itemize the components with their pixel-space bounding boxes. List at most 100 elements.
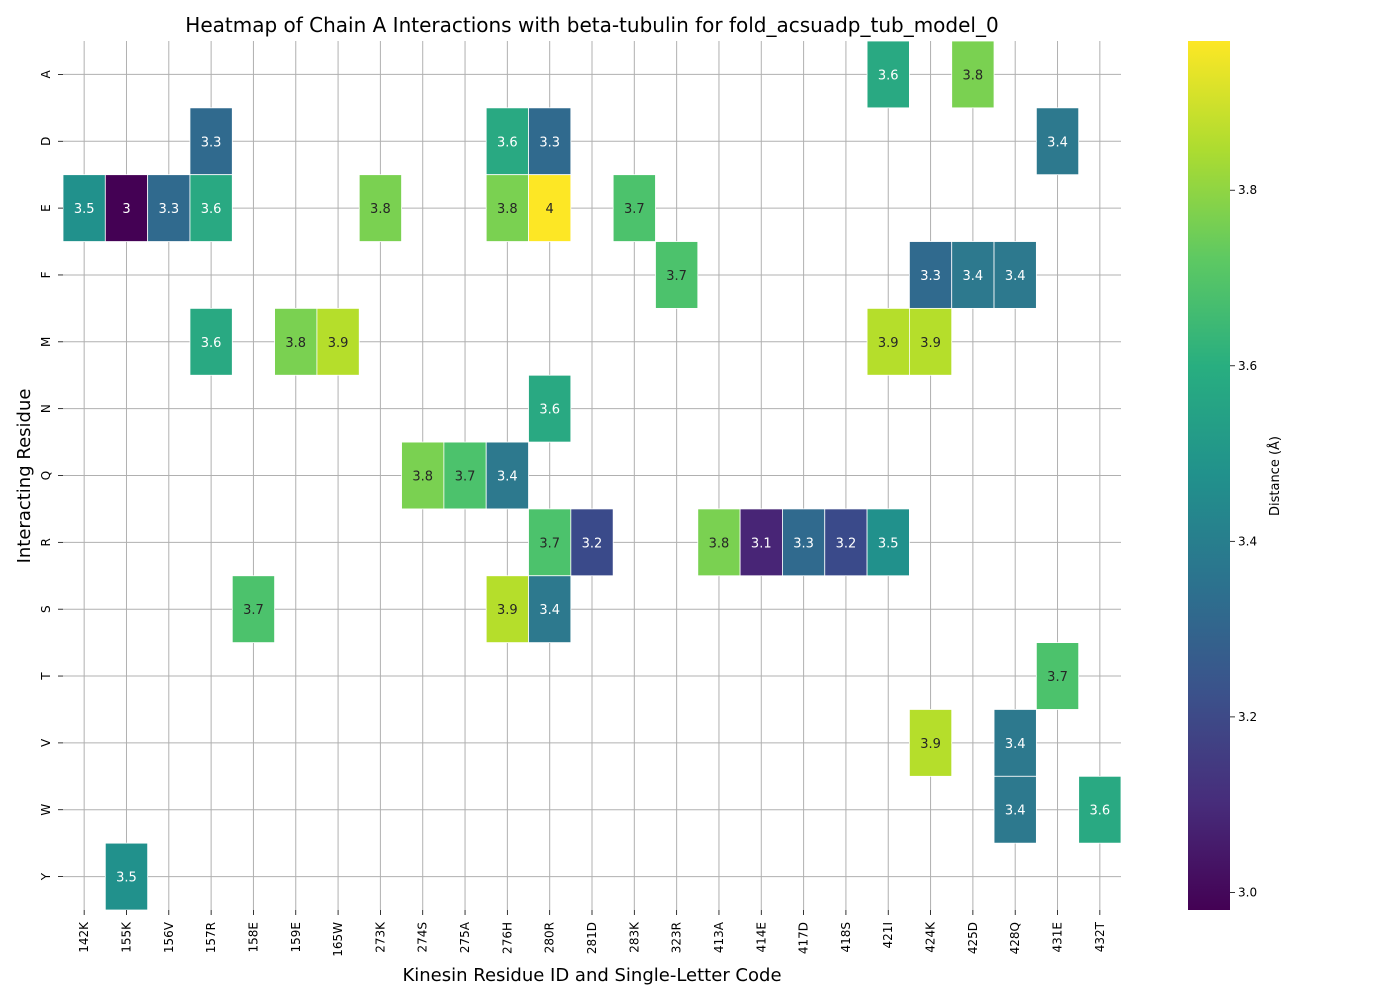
heatmap-cell-T-431E <box>1035 642 1080 710</box>
heatmap-cell-A-421I <box>866 40 910 109</box>
y-tick-label: E <box>39 204 53 212</box>
x-tick-label: 421I <box>881 922 895 948</box>
heatmap-cells <box>62 40 1122 911</box>
cell-value-label: 3.6 <box>201 336 222 351</box>
cell-value-label: 3.9 <box>920 737 941 752</box>
x-tick-label: 425D <box>966 922 980 954</box>
cell-value-label: 3.3 <box>201 135 222 150</box>
x-tick-label: 281D <box>585 922 599 954</box>
y-tick-label: V <box>39 738 53 747</box>
heatmap-cell-D-431E <box>1035 107 1080 176</box>
cell-value-label: 3.7 <box>455 470 476 485</box>
y-tick-label: T <box>39 672 53 681</box>
cell-value-label: 3.6 <box>497 135 518 150</box>
y-tick-label: D <box>39 137 53 146</box>
x-tick-label: 414E <box>754 922 768 953</box>
x-tick-label: 155K <box>119 921 133 953</box>
heatmap-cell-Y-155K <box>104 842 149 911</box>
x-axis-ticks: 142K 155K 156V 157R 158E 159E 165W 273K 274S 275A… <box>77 910 1107 957</box>
cell-value-label: 3.6 <box>878 68 899 83</box>
heatmap-cell-W-428Q <box>993 775 1037 844</box>
x-tick-label: 274S <box>416 922 430 953</box>
heatmap-cell-R-414E <box>739 508 783 577</box>
x-tick-label: 273K <box>373 921 387 953</box>
y-axis-title: Interacting Residue <box>14 389 35 564</box>
colorbar-ticks: 3.0 3.2 3.4 3.6 3.8 <box>1230 183 1257 899</box>
heatmap-cell-V-424K <box>909 709 953 777</box>
heatmap-cell-M-424K <box>909 307 953 376</box>
colorbar <box>1188 41 1230 910</box>
heatmap-cell-F-428Q <box>993 241 1037 309</box>
heatmap-cell-Q-274S <box>401 441 445 510</box>
cell-value-label: 3.4 <box>1005 804 1026 819</box>
cell-value-label: 3.7 <box>243 603 264 618</box>
colorbar-tick-label: 3.8 <box>1238 183 1257 197</box>
cell-value-label: 3.4 <box>497 470 518 485</box>
cell-value-label: 3.6 <box>201 202 222 217</box>
x-tick-label: 323R <box>670 922 684 953</box>
x-tick-label: 165W <box>331 922 345 957</box>
cell-value-label: 3.9 <box>328 336 349 351</box>
heatmap-cell-E-276H <box>485 174 529 242</box>
x-tick-label: 276H <box>500 922 514 954</box>
cell-value-label: 3.2 <box>836 536 857 551</box>
y-tick-label: N <box>39 404 53 413</box>
y-tick-label: Q <box>39 471 53 480</box>
heatmap-cell-N-280R <box>528 374 572 443</box>
heatmap-cell-Q-275A <box>443 441 487 510</box>
x-axis-title: Kinesin Residue ID and Single-Letter Cod… <box>402 965 781 986</box>
heatmap-cell-Q-276H <box>485 441 529 510</box>
cell-value-label: 3.3 <box>920 269 941 284</box>
x-tick-label: 424K <box>924 921 938 953</box>
x-tick-label: 156V <box>162 921 176 953</box>
cell-value-label: 3 <box>122 202 130 217</box>
cell-value-label: 3.8 <box>370 202 391 217</box>
cell-value-labels: 3.6 3.8 3.3 3.6 3.3 3.4 3.5 3 3.3 3.6 3.8 3.8 4 3.7 3.… <box>74 68 1110 885</box>
heatmap-cell-S-158E <box>231 575 275 644</box>
heatmap-cell-R-421I <box>866 508 910 577</box>
cell-value-label: 3.3 <box>793 536 814 551</box>
cell-value-label: 3.6 <box>539 403 560 418</box>
heatmap-cell-W-432T <box>1078 775 1122 844</box>
heatmap-cell-V-428Q <box>993 709 1037 777</box>
y-tick-label: Y <box>39 872 53 881</box>
y-tick-label: A <box>39 70 53 79</box>
heatmap-cell-F-424K <box>909 241 953 309</box>
chart-title: Heatmap of Chain A Interactions with bet… <box>185 13 998 37</box>
colorbar-tick-label: 3.6 <box>1238 359 1257 373</box>
cell-value-label: 3.1 <box>751 536 772 551</box>
cell-value-label: 3.8 <box>497 202 518 217</box>
cell-value-label: 3.4 <box>1005 737 1026 752</box>
heatmap-cell-E-280R <box>528 174 572 242</box>
heatmap-cell-E-155K <box>104 174 149 242</box>
cell-value-label: 4 <box>546 202 554 217</box>
cell-value-label: 3.7 <box>666 269 687 284</box>
cell-value-label: 3.5 <box>878 536 899 551</box>
colorbar-label: Distance (Å) <box>1267 436 1283 516</box>
colorbar-tick-label: 3.0 <box>1238 885 1257 899</box>
x-tick-label: 418S <box>839 922 853 953</box>
cell-value-label: 3.9 <box>497 603 518 618</box>
cell-value-label: 3.8 <box>963 68 984 83</box>
heatmap-cell-E-156V <box>147 174 191 242</box>
cell-value-label: 3.7 <box>624 202 645 217</box>
heatmap-cell-D-280R <box>528 107 572 176</box>
cell-value-label: 3.4 <box>1005 269 1026 284</box>
cell-value-label: 3.3 <box>158 202 179 217</box>
heatmap-cell-R-413A <box>697 508 741 577</box>
cell-value-label: 3.7 <box>539 536 560 551</box>
heatmap-cell-F-323R <box>655 241 699 309</box>
x-tick-label: 432T <box>1093 921 1107 952</box>
cell-value-label: 3.3 <box>539 135 560 150</box>
x-tick-label: 283K <box>627 921 641 953</box>
heatmap-cell-A-425D <box>951 40 995 109</box>
heatmap-cell-M-159E <box>274 307 318 376</box>
x-tick-label: 417D <box>797 922 811 954</box>
colorbar-tick-label: 3.4 <box>1238 534 1257 548</box>
heatmap-cell-R-417D <box>782 508 826 577</box>
cell-value-label: 3.9 <box>878 336 899 351</box>
x-tick-label: 142K <box>77 921 91 953</box>
heatmap-cell-E-142K <box>62 174 106 242</box>
y-tick-label: R <box>39 538 53 546</box>
